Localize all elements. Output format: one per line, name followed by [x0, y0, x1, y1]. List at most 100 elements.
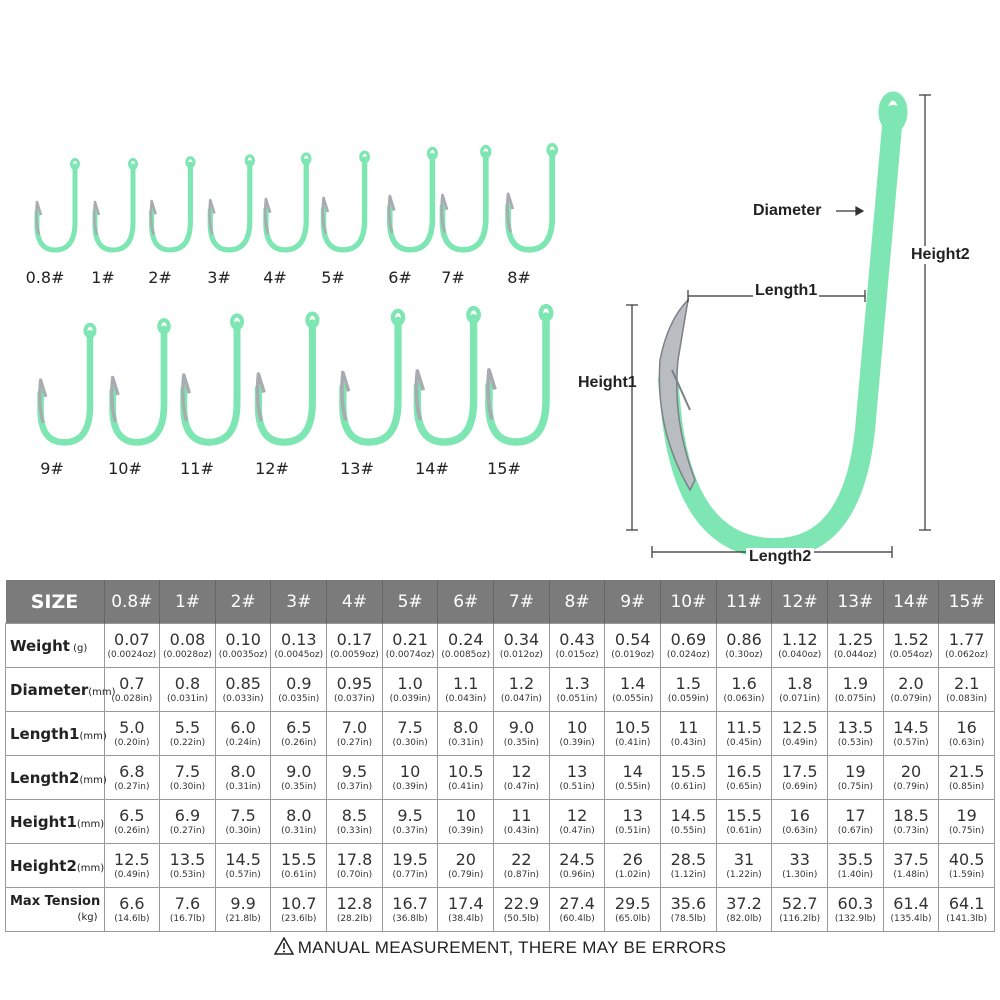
table-cell: 16.7 (36.8lb) [381, 887, 439, 932]
imperial-value: (0.27in) [169, 825, 206, 836]
imperial-value: (0.45in) [726, 737, 762, 748]
table-cell: 61.4 (135.4lb) [882, 887, 940, 932]
table-cell: 9.0 (0.35in) [493, 711, 550, 756]
table-cell: 10 (0.39in) [548, 711, 606, 756]
imperial-value: (0.31in) [281, 825, 317, 836]
table-cell: 5.5 (0.22in) [159, 711, 216, 756]
imperial-value: (0.53in) [837, 737, 873, 748]
table-cell: 13.5 (0.53in) [159, 843, 216, 888]
imperial-value: (28.2lb) [336, 913, 373, 924]
imperial-value: (0.49in) [782, 737, 818, 748]
imperial-value: (21.8lb) [225, 913, 261, 924]
metric-value: 6.8 [119, 761, 145, 781]
imperial-value: (1.40in) [837, 869, 873, 880]
imperial-value: (0.27in) [114, 781, 150, 792]
imperial-value: (14.6lb) [114, 913, 150, 924]
small-hook-icon [94, 160, 136, 251]
metric-value: 0.21 [392, 629, 428, 649]
table-cell: 14.5 (0.55in) [660, 799, 717, 844]
table-cell: 37.2 (82.0lb) [715, 887, 773, 932]
metric-value: 0.08 [169, 629, 206, 649]
table-cell: 1.9 (0.075in) [827, 667, 884, 712]
imperial-value: (0.075in) [834, 693, 876, 704]
metric-value: 27.4 [559, 893, 595, 913]
metric-value: 21.5 [948, 761, 985, 781]
table-cell: 1.0 (0.039in) [381, 667, 439, 712]
metric-value: 1.4 [620, 673, 646, 693]
metric-value: 1.25 [837, 629, 874, 649]
hook-size-label: 1# [91, 268, 115, 287]
imperial-value: (0.22in) [169, 737, 206, 748]
metric-value: 0.24 [447, 629, 484, 649]
table-cell: 10.5 (0.41in) [437, 755, 495, 800]
table-cell: 1.52 (0.054oz) [882, 623, 940, 668]
table-cell: 40.5 (1.59in) [938, 843, 995, 888]
row-unit: (g) [69, 642, 88, 654]
metric-value: 9.5 [397, 805, 423, 825]
size-column-header: 4# [326, 580, 383, 624]
table-cell: 15.5 (0.61in) [660, 755, 717, 800]
size-column-header: 11# [716, 580, 773, 624]
metric-value: 2.0 [898, 673, 924, 693]
row-header: Length1(mm) [5, 711, 107, 756]
table-row: Length2(mm) 6.8 (0.27in) 7.5 (0.30in) 8.0 (0.3… [5, 755, 995, 800]
spec-table: SIZE 0.8# 1# 2# 3# 4# 5# 6# 7# 8# 9# 10# 11# 12# 13# 1… [5, 580, 995, 932]
table-cell: 15.5 (0.61in) [270, 843, 328, 888]
imperial-value: (1.12in) [670, 869, 707, 880]
imperial-value: (0.31in) [225, 781, 261, 792]
imperial-value: (0.012oz) [499, 649, 543, 660]
metric-value: 20 [455, 849, 476, 869]
table-cell: 0.95 (0.037in) [326, 667, 383, 712]
imperial-value: (23.6lb) [281, 913, 317, 924]
metric-value: 31 [733, 849, 755, 869]
imperial-value: (116.2lb) [779, 913, 821, 924]
metric-value: 12.5 [114, 849, 150, 869]
metric-value: 0.34 [503, 629, 540, 649]
table-cell: 1.2 (0.047in) [493, 667, 550, 712]
metric-value: 13.5 [169, 849, 206, 869]
hook-size-label: 10# [108, 459, 142, 478]
table-cell: 11.5 (0.45in) [715, 711, 773, 756]
imperial-value: (0.0045oz) [274, 649, 324, 660]
metric-value: 33 [789, 849, 810, 869]
metric-value: 1.1 [453, 673, 479, 693]
metric-value: 18.5 [893, 805, 929, 825]
size-column-header: 3# [270, 580, 328, 624]
table-cell: 22.9 (50.5lb) [493, 887, 550, 932]
imperial-value: (135.4lb) [890, 913, 932, 924]
size-column-header: 6# [437, 580, 495, 624]
hook-size-label: 6# [388, 268, 412, 287]
imperial-value: (0.39in) [392, 781, 428, 792]
table-cell: 12.5 (0.49in) [103, 843, 161, 888]
metric-value: 1.12 [781, 629, 818, 649]
metric-value: 61.4 [893, 893, 929, 913]
metric-value: 8.0 [453, 717, 479, 737]
table-cell: 64.1 (141.3lb) [938, 887, 995, 932]
metric-value: 7.6 [174, 893, 201, 913]
metric-value: 0.13 [280, 629, 317, 649]
metric-value: 19 [956, 805, 977, 825]
length1-label: Length1 [753, 282, 820, 300]
metric-value: 9.0 [508, 717, 535, 737]
table-cell: 0.07 (0.0024oz) [103, 623, 161, 668]
imperial-value: (0.69in) [782, 781, 818, 792]
size-column-header: 13# [827, 580, 884, 624]
imperial-value: (0.0028oz) [163, 649, 212, 660]
imperial-value: (0.63in) [782, 825, 818, 836]
metric-value: 9.0 [286, 761, 312, 781]
row-label: Max Tension [10, 893, 101, 909]
imperial-value: (16.7lb) [169, 913, 206, 924]
warning-triangle-icon [273, 936, 294, 960]
imperial-value: (0.30oz) [725, 649, 763, 660]
imperial-value: (0.079in) [890, 693, 932, 704]
table-cell: 7.0 (0.27in) [326, 711, 383, 756]
metric-value: 64.1 [948, 893, 985, 913]
measurement-note: MANUAL MEASUREMENT, THERE MAY BE ERRORS [0, 936, 1000, 960]
metric-value: 8.0 [230, 761, 256, 781]
table-cell: 35.5 (1.40in) [827, 843, 884, 888]
imperial-value: (0.024oz) [666, 649, 710, 660]
table-cell: 6.6 (14.6lb) [103, 887, 161, 932]
imperial-value: (0.0024oz) [107, 649, 157, 660]
metric-value: 0.86 [726, 629, 762, 649]
metric-value: 15.5 [726, 805, 762, 825]
